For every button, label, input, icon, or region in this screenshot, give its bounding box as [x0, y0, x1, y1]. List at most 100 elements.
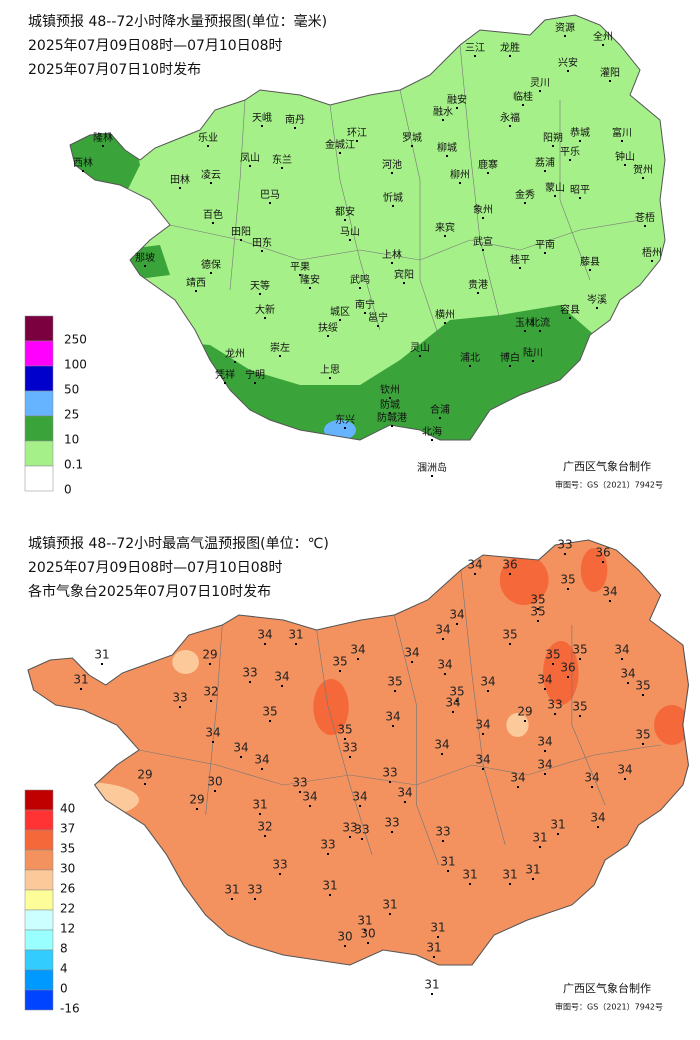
- city-name: 环江: [347, 127, 367, 139]
- legend-label: 0: [60, 982, 68, 996]
- city-dot: [344, 945, 346, 947]
- city-name: 乐业: [198, 132, 218, 144]
- city-dot: [482, 768, 484, 770]
- city-name: 防城: [380, 398, 400, 411]
- city-name: 河池: [382, 158, 402, 171]
- temperature-label: 34: [437, 658, 452, 672]
- city-name: 西林: [73, 156, 93, 169]
- city-dot: [602, 44, 604, 46]
- temperature-label: 31: [357, 914, 372, 928]
- temperature-label: 34: [537, 735, 552, 749]
- city-name: 金秀: [515, 188, 535, 201]
- city-dot: [392, 725, 394, 727]
- city-dot: [517, 786, 519, 788]
- map-title: 2025年07月07日10时发布: [28, 62, 201, 78]
- city-name: 巴马: [260, 189, 280, 201]
- temperature-label: 34: [434, 738, 449, 752]
- legend-label: 30: [60, 862, 75, 876]
- city-dot: [544, 252, 546, 254]
- city-dot: [344, 219, 346, 221]
- city-dot: [554, 713, 556, 715]
- temperature-label: 34: [510, 771, 525, 785]
- city-dot: [627, 682, 629, 684]
- city-name: 容县: [560, 303, 580, 316]
- temperature-label: 34: [537, 758, 552, 772]
- temperature-label: 36: [595, 546, 610, 560]
- city-dot: [651, 260, 653, 262]
- city-name: 苍梧: [635, 211, 655, 224]
- temperature-label: 35: [572, 700, 587, 714]
- city-name: 龙州: [225, 347, 245, 360]
- city-name: 涠洲岛: [417, 461, 447, 474]
- legend-label: 50: [64, 383, 79, 397]
- temperature-label: 31: [382, 898, 397, 912]
- temperature-label: 35: [262, 705, 277, 719]
- legend-swatch: [24, 829, 54, 851]
- city-name: 凭祥: [215, 368, 235, 381]
- city-dot: [579, 715, 581, 717]
- legend-swatch: [24, 889, 54, 911]
- city-name: 灵山: [410, 342, 430, 354]
- city-name: 田阳: [231, 226, 251, 238]
- temperature-label: 35: [560, 573, 575, 587]
- city-name: 柳州: [450, 168, 470, 181]
- city-dot: [532, 878, 534, 880]
- city-name: 都安: [335, 205, 355, 218]
- credit: 广西区气象台制作: [563, 459, 651, 473]
- city-dot: [403, 282, 405, 284]
- city-name: 合浦: [430, 403, 450, 416]
- temperature-label: 33: [342, 741, 357, 755]
- city-dot: [327, 335, 329, 337]
- temperature-label: 32: [203, 685, 218, 699]
- city-dot: [624, 164, 626, 166]
- city-name: 柳城: [437, 141, 457, 154]
- city-name: 凌云: [201, 168, 221, 181]
- city-name: 恭城: [570, 127, 590, 139]
- temperature-label: 34: [352, 790, 367, 804]
- city-dot: [327, 853, 329, 855]
- legend-swatch: [24, 365, 54, 392]
- temperature-label: 34: [350, 643, 365, 657]
- city-dot: [349, 836, 351, 838]
- city-name: 宁明: [245, 368, 265, 381]
- temperature-label: 33: [247, 883, 262, 897]
- city-dot: [557, 833, 559, 835]
- city-dot: [364, 929, 366, 931]
- city-dot: [249, 165, 251, 167]
- city-name: 隆林: [93, 131, 113, 144]
- city-dot: [482, 217, 484, 219]
- city-name: 贵港: [468, 278, 488, 291]
- city-dot: [210, 700, 212, 702]
- temp-map: [27, 539, 690, 966]
- temperature-label: 33: [320, 838, 335, 852]
- city-dot: [309, 805, 311, 807]
- city-dot: [509, 883, 511, 885]
- city-dot: [509, 573, 511, 575]
- city-dot: [344, 738, 346, 740]
- city-name: 岑溪: [587, 294, 607, 306]
- map-title: 2025年07月09日08时—07月10日08时: [28, 38, 283, 54]
- map-title: 城镇预报 48--72小时降水量预报图(单位：毫米): [28, 13, 327, 30]
- legend-swatch: [24, 390, 54, 417]
- city-dot: [179, 706, 181, 708]
- city-name: 天等: [250, 279, 270, 292]
- temperature-label: 33: [382, 766, 397, 780]
- city-dot: [596, 307, 598, 309]
- city-dot: [642, 177, 644, 179]
- city-dot: [482, 733, 484, 735]
- temperature-label: 30: [337, 930, 352, 944]
- city-dot: [339, 670, 341, 672]
- city-dot: [589, 269, 591, 271]
- credit: 广西区气象台制作: [563, 981, 651, 995]
- temperature-label: 31: [502, 868, 517, 882]
- city-dot: [621, 658, 623, 660]
- city-dot: [591, 786, 593, 788]
- city-dot: [567, 588, 569, 590]
- city-dot: [349, 239, 351, 241]
- city-dot: [544, 750, 546, 752]
- city-name: 武鸣: [350, 273, 370, 286]
- city-dot: [389, 781, 391, 783]
- region-fill: [28, 540, 689, 965]
- temperature-label: 34: [614, 643, 629, 657]
- city-dot: [359, 287, 361, 289]
